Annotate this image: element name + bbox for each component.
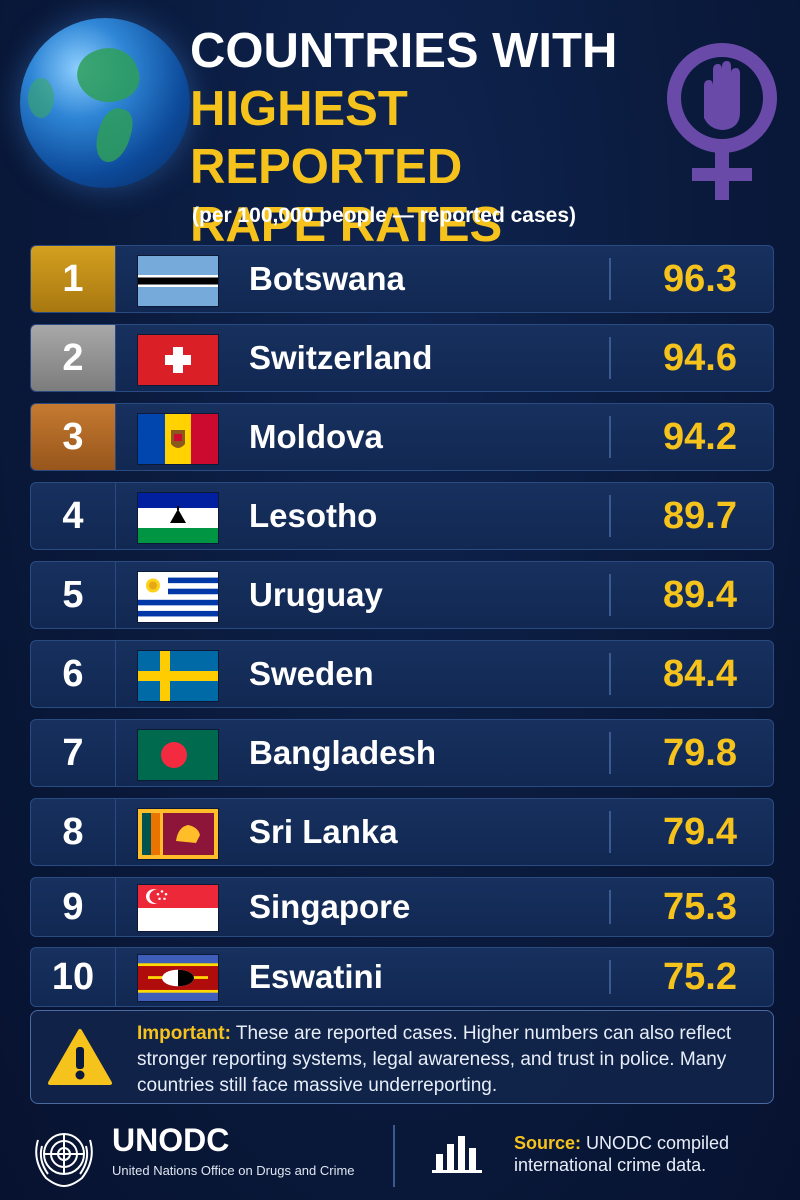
table-row: 1 Botswana 96.3: [30, 245, 774, 313]
row-divider: [609, 653, 611, 695]
org-name: UNODC: [112, 1122, 230, 1158]
rank-number: 7: [31, 720, 116, 786]
table-row: 4 Lesotho 89.7: [30, 482, 774, 550]
rate-value: 96.3: [663, 257, 737, 300]
row-divider: [609, 574, 611, 616]
globe-icon: [20, 18, 190, 188]
row-divider: [609, 416, 611, 458]
rank-number: 2: [31, 325, 116, 391]
table-row: 7 Bangladesh 79.8: [30, 719, 774, 787]
warning-icon: [48, 1029, 112, 1085]
eswatini-flag-icon: [137, 954, 219, 1002]
row-divider: [609, 811, 611, 853]
country-name: Singapore: [249, 888, 411, 925]
ranking-table: 1 Botswana 96.3 2 Switzerland 94.6 3 Moldova 94.…: [30, 245, 774, 1017]
rate-value: 94.2: [663, 415, 737, 458]
rank-number: 5: [31, 562, 116, 628]
uruguay-flag-icon: [137, 571, 219, 623]
important-note: Important: These are reported cases. Hig…: [30, 1010, 774, 1104]
country-name: Bangladesh: [249, 734, 437, 771]
country-name: Sri Lanka: [249, 813, 398, 850]
rate-value: 75.3: [663, 885, 737, 928]
row-divider: [609, 495, 611, 537]
rate-value: 89.7: [663, 494, 737, 537]
source-body: UNODC compiled international crime data.: [514, 1133, 730, 1175]
rate-value: 89.4: [663, 573, 737, 616]
bangladesh-flag-icon: [137, 729, 219, 781]
female-hand-icon: [667, 43, 777, 200]
un-emblem-icon: [35, 1133, 93, 1188]
title-line-1: COUNTRIES WITH: [190, 24, 618, 78]
row-divider: [609, 732, 611, 774]
country-name: Uruguay: [249, 576, 383, 613]
rate-value: 79.4: [663, 810, 737, 853]
rate-value: 75.2: [663, 955, 737, 998]
note-text: Important: These are reported cases. Hig…: [137, 1021, 767, 1099]
page-title: COUNTRIES WITH HIGHEST REPORTED RAPE RAT…: [190, 22, 670, 254]
table-row: 9 Singapore 75.3: [30, 877, 774, 937]
rank-number: 8: [31, 799, 116, 865]
table-row: 5 Uruguay 89.4: [30, 561, 774, 629]
table-row: 2 Switzerland 94.6: [30, 324, 774, 392]
title-line-2: HIGHEST REPORTED: [190, 82, 463, 194]
row-divider: [609, 890, 611, 924]
rate-value: 94.6: [663, 336, 737, 379]
sri-lanka-flag-icon: [137, 808, 219, 860]
row-divider: [609, 258, 611, 300]
rank-number: 9: [31, 878, 116, 936]
botswana-flag-icon: [137, 255, 219, 307]
rate-value: 84.4: [663, 652, 737, 695]
table-row: 10 Eswatini 75.2: [30, 947, 774, 1007]
source-text: Source: UNODC compiled international cri…: [514, 1132, 784, 1176]
row-divider: [609, 337, 611, 379]
org-full-name: United Nations Office on Drugs and Crime: [112, 1163, 355, 1178]
sweden-flag-icon: [137, 650, 219, 702]
table-row: 3 Moldova 94.2: [30, 403, 774, 471]
moldova-flag-icon: [137, 413, 219, 465]
rank-number: 3: [31, 404, 116, 470]
note-body: These are reported cases. Higher numbers…: [137, 1023, 732, 1096]
country-name: Moldova: [249, 418, 383, 455]
country-name: Switzerland: [249, 339, 433, 376]
title-line-3: RAPE RATES: [190, 198, 503, 252]
note-label: Important:: [137, 1023, 231, 1044]
rank-number: 10: [31, 948, 116, 1006]
country-name: Sweden: [249, 655, 374, 692]
country-name: Botswana: [249, 260, 405, 297]
bar-chart-icon: [432, 1136, 482, 1173]
singapore-flag-icon: [137, 884, 219, 932]
country-name: Lesotho: [249, 497, 378, 534]
row-divider: [609, 960, 611, 994]
rank-number: 4: [31, 483, 116, 549]
lesotho-flag-icon: [137, 492, 219, 544]
table-row: 8 Sri Lanka 79.4: [30, 798, 774, 866]
rate-value: 79.8: [663, 731, 737, 774]
rank-number: 6: [31, 641, 116, 707]
footer-divider: [393, 1125, 395, 1187]
table-row: 6 Sweden 84.4: [30, 640, 774, 708]
switzerland-flag-icon: [137, 334, 219, 386]
rank-number: 1: [31, 246, 116, 312]
subtitle: (per 100,000 people — reported cases): [192, 204, 576, 227]
country-name: Eswatini: [249, 958, 383, 995]
source-label: Source:: [514, 1133, 582, 1153]
